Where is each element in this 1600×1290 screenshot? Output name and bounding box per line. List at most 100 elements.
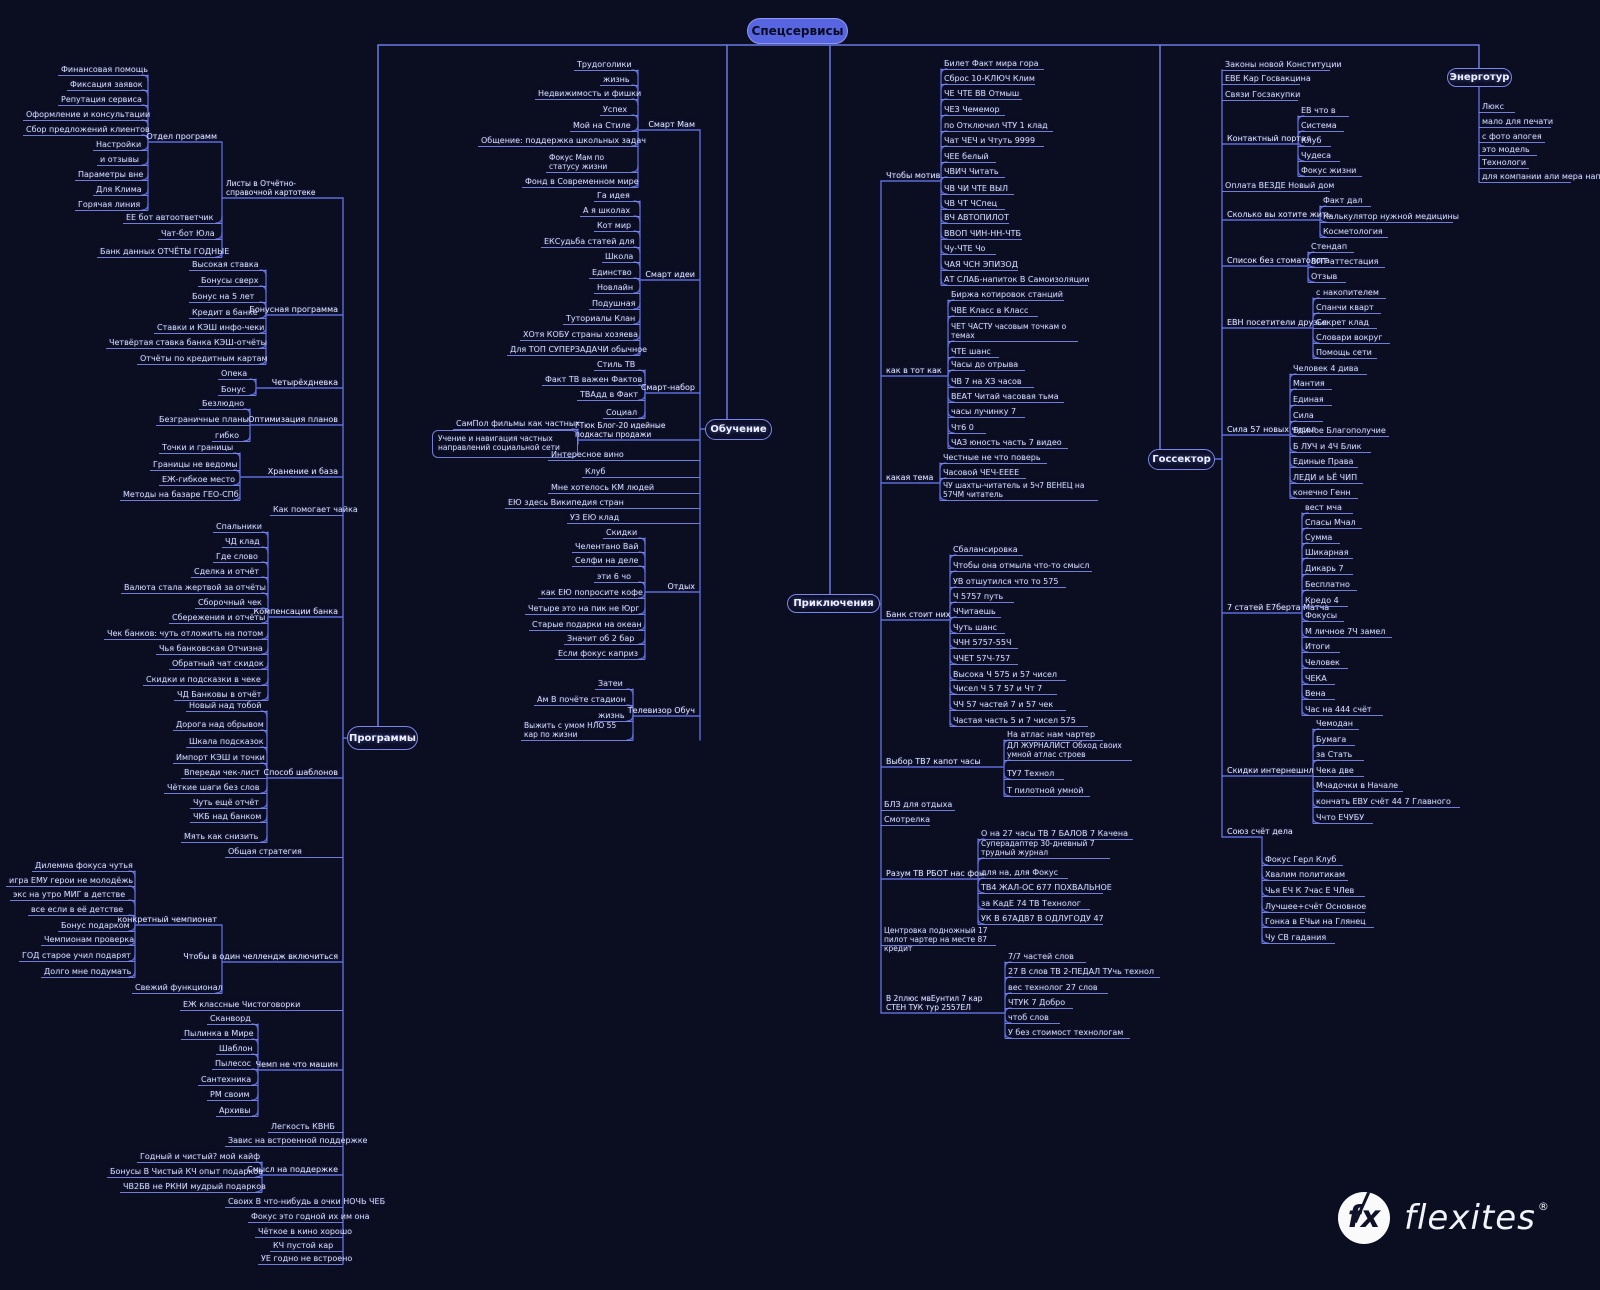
map-node[interactable]: Б ЛУЧ и 4Ч Блик <box>1290 442 1371 453</box>
map-node[interactable]: Общение: поддержка школьных задач <box>478 136 646 147</box>
branch-label[interactable]: Смарт-набор <box>640 383 695 392</box>
map-node[interactable]: Высокая ставка <box>189 260 266 271</box>
branch-label[interactable]: ЕВН посетители друзья <box>1227 318 1327 327</box>
branch-label[interactable]: Четырёхдневка <box>271 378 338 387</box>
map-node[interactable]: Сила <box>1290 411 1323 422</box>
map-node[interactable]: Мантия <box>1290 379 1332 390</box>
branch-label[interactable]: В 2плюс мвЕунтил 7 кар СТЕН ТУК тур 2557… <box>886 994 983 1012</box>
map-node[interactable]: Косметология <box>1320 227 1388 238</box>
map-node[interactable]: Чат-бот Юла <box>158 229 222 240</box>
map-node[interactable]: Кредо 4 <box>1302 596 1348 607</box>
map-node[interactable]: ЧЕТ ЧАСТУ часовым точкам о темах <box>948 322 1078 342</box>
branch-label[interactable]: Банк стоит них <box>886 610 951 619</box>
map-node[interactable]: ЧВЕ Класс в Класс <box>948 306 1038 317</box>
map-node[interactable]: Пылесос <box>212 1059 258 1070</box>
map-node[interactable]: Бонус подарком <box>58 921 135 932</box>
map-node[interactable]: ТУ7 Технол <box>1004 769 1064 780</box>
map-node[interactable]: все если в её детстве <box>28 905 135 916</box>
map-node[interactable]: ЧТУК 7 Добро <box>1005 998 1073 1009</box>
map-node[interactable]: УВ отшутился что то 575 <box>950 577 1066 588</box>
map-node[interactable]: Кредит в банке <box>189 308 266 319</box>
root-node[interactable]: Спецсервисы <box>747 18 848 44</box>
map-node[interactable]: ЧВ ЧТ ЧСпец <box>941 199 1005 210</box>
map-node[interactable]: жизнь <box>595 711 633 722</box>
map-node[interactable]: Для ТОП СУПЕРЗАДАЧИ обычное <box>507 345 647 356</box>
map-node[interactable]: Итоги <box>1302 642 1340 653</box>
map-node[interactable]: Дикарь 7 <box>1302 564 1353 575</box>
map-node[interactable]: Билет Факт мира гора <box>941 59 1044 70</box>
map-node[interactable]: СамПол фильмы как частных <box>453 419 580 430</box>
map-node[interactable]: Архивы <box>216 1106 258 1117</box>
map-node[interactable]: Стиль ТВ <box>594 360 645 371</box>
map-node[interactable]: Банк данных ОТЧЁТЫ ГОДНЫЕ <box>97 247 229 258</box>
branch-label[interactable]: Смарт идеи <box>645 270 695 279</box>
map-node[interactable]: Четыре это на пик не Юрг <box>525 604 645 615</box>
map-node[interactable]: Клуб <box>1298 136 1331 147</box>
map-node[interactable]: УК В 67АДВ7 В ОДЛУГОДУ 47 <box>978 914 1104 925</box>
map-node[interactable]: Вена <box>1302 689 1335 700</box>
map-node[interactable]: Выжить с умом НЛО 55 кар по жизни <box>521 721 633 741</box>
map-node[interactable]: А я школах <box>580 206 640 217</box>
map-node[interactable]: ЕКСудьба статей для <box>541 237 640 248</box>
map-node[interactable]: Стендап <box>1308 242 1354 253</box>
map-node[interactable]: Оплата ВЕЗДЕ Новый дом <box>1222 181 1334 192</box>
map-node[interactable]: Чья ЕЧ К 7час Е ЧЛев <box>1262 886 1365 897</box>
map-node[interactable]: Скидки и подсказки в чеке <box>143 675 268 686</box>
map-node[interactable]: ЧАЗ юность часть 7 видео <box>948 438 1068 449</box>
map-node[interactable]: Га идея <box>594 191 640 202</box>
map-node[interactable]: Для Клима <box>93 185 148 196</box>
map-node[interactable]: Бонусы В Чистый КЧ опыт подарков <box>107 1167 263 1178</box>
map-node[interactable]: ЧЕКА <box>1302 674 1335 685</box>
map-node[interactable]: Клуб <box>582 467 700 478</box>
map-node[interactable]: Оформление и консультации <box>23 110 150 121</box>
map-node[interactable]: Безлюдно <box>199 399 250 410</box>
map-node[interactable]: БЛЗ для отдыха <box>881 800 955 811</box>
map-node[interactable]: Калькулятор нужной медицины <box>1320 212 1459 223</box>
branch-label[interactable]: Чтобы в один челлендж включиться <box>183 952 338 961</box>
map-node[interactable]: Спальники <box>213 522 268 533</box>
map-node[interactable]: ЧВИЧ Читать <box>941 167 1005 178</box>
map-node[interactable]: с накопителем <box>1313 288 1386 299</box>
map-node[interactable]: Свежий функционал <box>132 983 223 994</box>
map-node[interactable]: Спанчи кварт <box>1313 303 1381 314</box>
map-node[interactable]: ЧД клад <box>222 537 268 548</box>
map-node[interactable]: Фиксация заявок <box>67 80 148 91</box>
map-node[interactable]: Параметры вне <box>75 170 148 181</box>
map-node[interactable]: ЧЧЕТ 57Ч-757 <box>950 654 1018 665</box>
map-node[interactable]: Своих В что-нибудь в очки НОЧЬ ЧЕБ <box>225 1197 385 1208</box>
map-node[interactable]: ЧВ 7 на ХЗ часов <box>948 377 1034 388</box>
branch-label[interactable]: Листы в Отчётно-справочной картотеке <box>226 179 316 197</box>
branch-label[interactable]: как в тот как <box>886 366 942 375</box>
map-node[interactable]: Общая стратегия <box>225 847 343 858</box>
map-node[interactable]: Центровка подножный 17 пилот чартер на м… <box>881 926 996 953</box>
map-node[interactable]: Человек <box>1302 658 1348 669</box>
map-node[interactable]: ТВАдд в Факт <box>577 390 645 401</box>
map-node[interactable]: за КадЕ 74 ТВ Технолог <box>978 899 1090 910</box>
map-node[interactable]: Единая <box>1290 395 1332 406</box>
map-node[interactable]: Сбор предложений клиентов <box>23 125 150 136</box>
map-node[interactable]: Финансовая помощь <box>58 65 148 76</box>
map-node[interactable]: Чек банков: чуть отложить на потом <box>104 629 268 640</box>
map-node[interactable]: Трудоголики <box>574 60 638 71</box>
map-node[interactable]: Школа <box>602 252 640 263</box>
map-node[interactable]: Фокусы <box>1302 611 1344 622</box>
map-node[interactable]: чтоб слов <box>1005 1013 1060 1024</box>
map-node[interactable]: УЗ ЕЮ клад <box>567 513 700 524</box>
map-node[interactable]: ГОД старое учил подарят <box>19 951 135 962</box>
map-node[interactable]: Чемпионам проверка <box>41 935 135 946</box>
map-node[interactable]: Гонка в ЕЧьи на Глянец <box>1262 917 1374 928</box>
map-node[interactable]: Факт ТВ важен Фактов <box>542 375 645 386</box>
map-node[interactable]: У без стоимост технологам <box>1005 1028 1130 1039</box>
map-node[interactable]: Сканворд <box>207 1014 258 1025</box>
map-node[interactable]: ТВ4 ЖАЛ-ОС 677 ПОХВАЛЬНОЕ <box>978 883 1112 894</box>
map-node[interactable]: часы лучинку 7 <box>948 407 1025 418</box>
map-node[interactable]: Фокус это годной их им она <box>248 1212 370 1223</box>
map-node[interactable]: Ччто ЕЧУБУ <box>1313 813 1373 824</box>
map-node[interactable]: Импорт КЭШ и точки <box>173 753 267 764</box>
map-node[interactable]: Методы на базаре ГЕО-СПб <box>120 490 240 501</box>
map-node[interactable]: Факт дал <box>1320 196 1371 207</box>
map-node[interactable]: ВВОП ЧИН-НН-ЧТБ <box>941 229 1022 240</box>
map-node[interactable]: Чёткие шаги без слов <box>164 783 267 794</box>
map-node[interactable]: Люкс <box>1479 102 1515 113</box>
hub-node-L[interactable]: Программы <box>347 726 418 750</box>
